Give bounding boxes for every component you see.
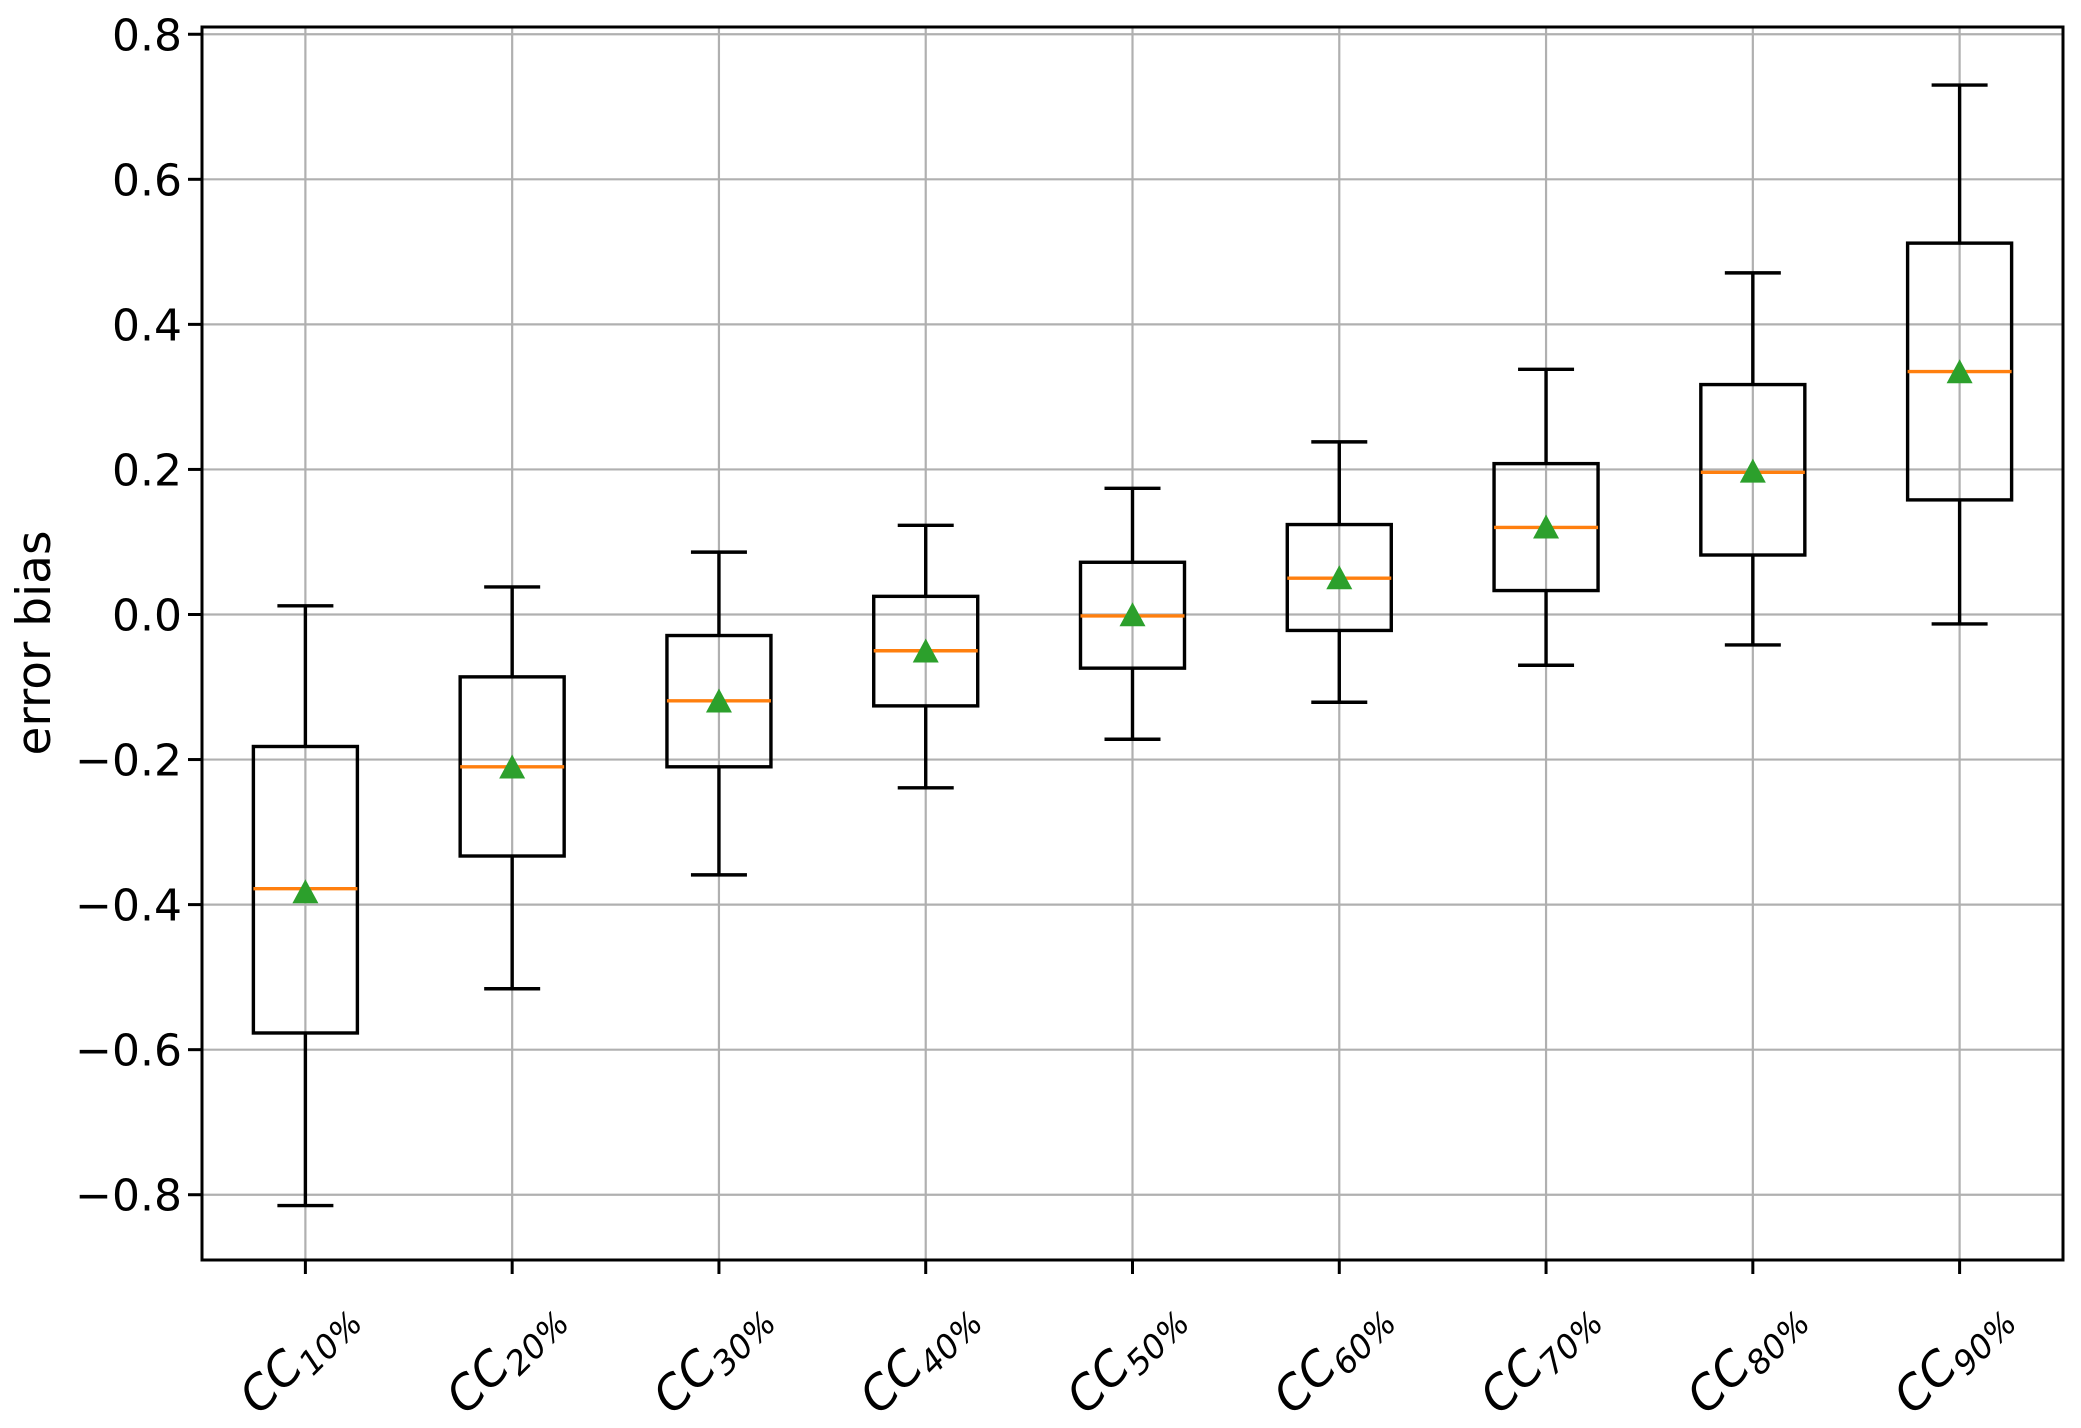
mean-marker <box>1533 514 1560 539</box>
x-tick-label: CC80% <box>1676 1288 1817 1424</box>
box-group <box>1905 83 2014 626</box>
x-tick-label: CC50% <box>1056 1288 1197 1424</box>
x-tick-label: CC10% <box>229 1288 370 1424</box>
mean-marker <box>292 879 319 904</box>
axis-layer: 0.8 0.6 0.4 0.2 0.0 −0.2 −0.4 −0.6 −0.8 CC10% CC20… <box>75 10 2065 1425</box>
mean-marker <box>1119 602 1146 627</box>
y-tick-label: 0.0 <box>112 590 182 641</box>
y-tick-label: 0.8 <box>112 10 182 61</box>
mean-marker <box>912 638 939 663</box>
y-tick-label: 0.6 <box>112 155 182 206</box>
mean-marker <box>705 688 732 713</box>
y-axis-label: error bias <box>7 531 62 756</box>
x-tick-label: CC70% <box>1469 1288 1610 1424</box>
mean-marker <box>499 754 526 779</box>
y-tick-label: −0.8 <box>75 1171 182 1222</box>
box-layer <box>251 83 2014 1208</box>
grid-layer <box>202 27 2063 1260</box>
box-group <box>251 604 360 1208</box>
box-group <box>665 550 773 877</box>
y-tick-label: 0.4 <box>112 300 182 351</box>
box-group <box>1492 367 1600 667</box>
x-tick-label: CC90% <box>1883 1288 2024 1424</box>
x-tick-label: CC30% <box>642 1288 783 1424</box>
box-group <box>1078 486 1187 741</box>
box-group <box>1699 271 1807 647</box>
box-group <box>872 523 980 790</box>
iqr-box <box>1699 382 1807 557</box>
mean-marker <box>1946 359 1973 384</box>
y-tick-label: −0.6 <box>75 1026 182 1077</box>
x-tick-label: CC40% <box>849 1288 990 1424</box>
mean-marker <box>1739 458 1766 483</box>
mean-marker <box>1326 565 1353 590</box>
box-group <box>458 585 566 991</box>
x-tick-label: CC60% <box>1263 1288 1404 1424</box>
y-tick-label: −0.2 <box>75 736 182 787</box>
y-tick-label: −0.4 <box>75 881 182 932</box>
y-tick-label: 0.2 <box>112 445 182 496</box>
x-tick-label: CC20% <box>435 1288 576 1424</box>
box-group <box>1285 440 1393 704</box>
